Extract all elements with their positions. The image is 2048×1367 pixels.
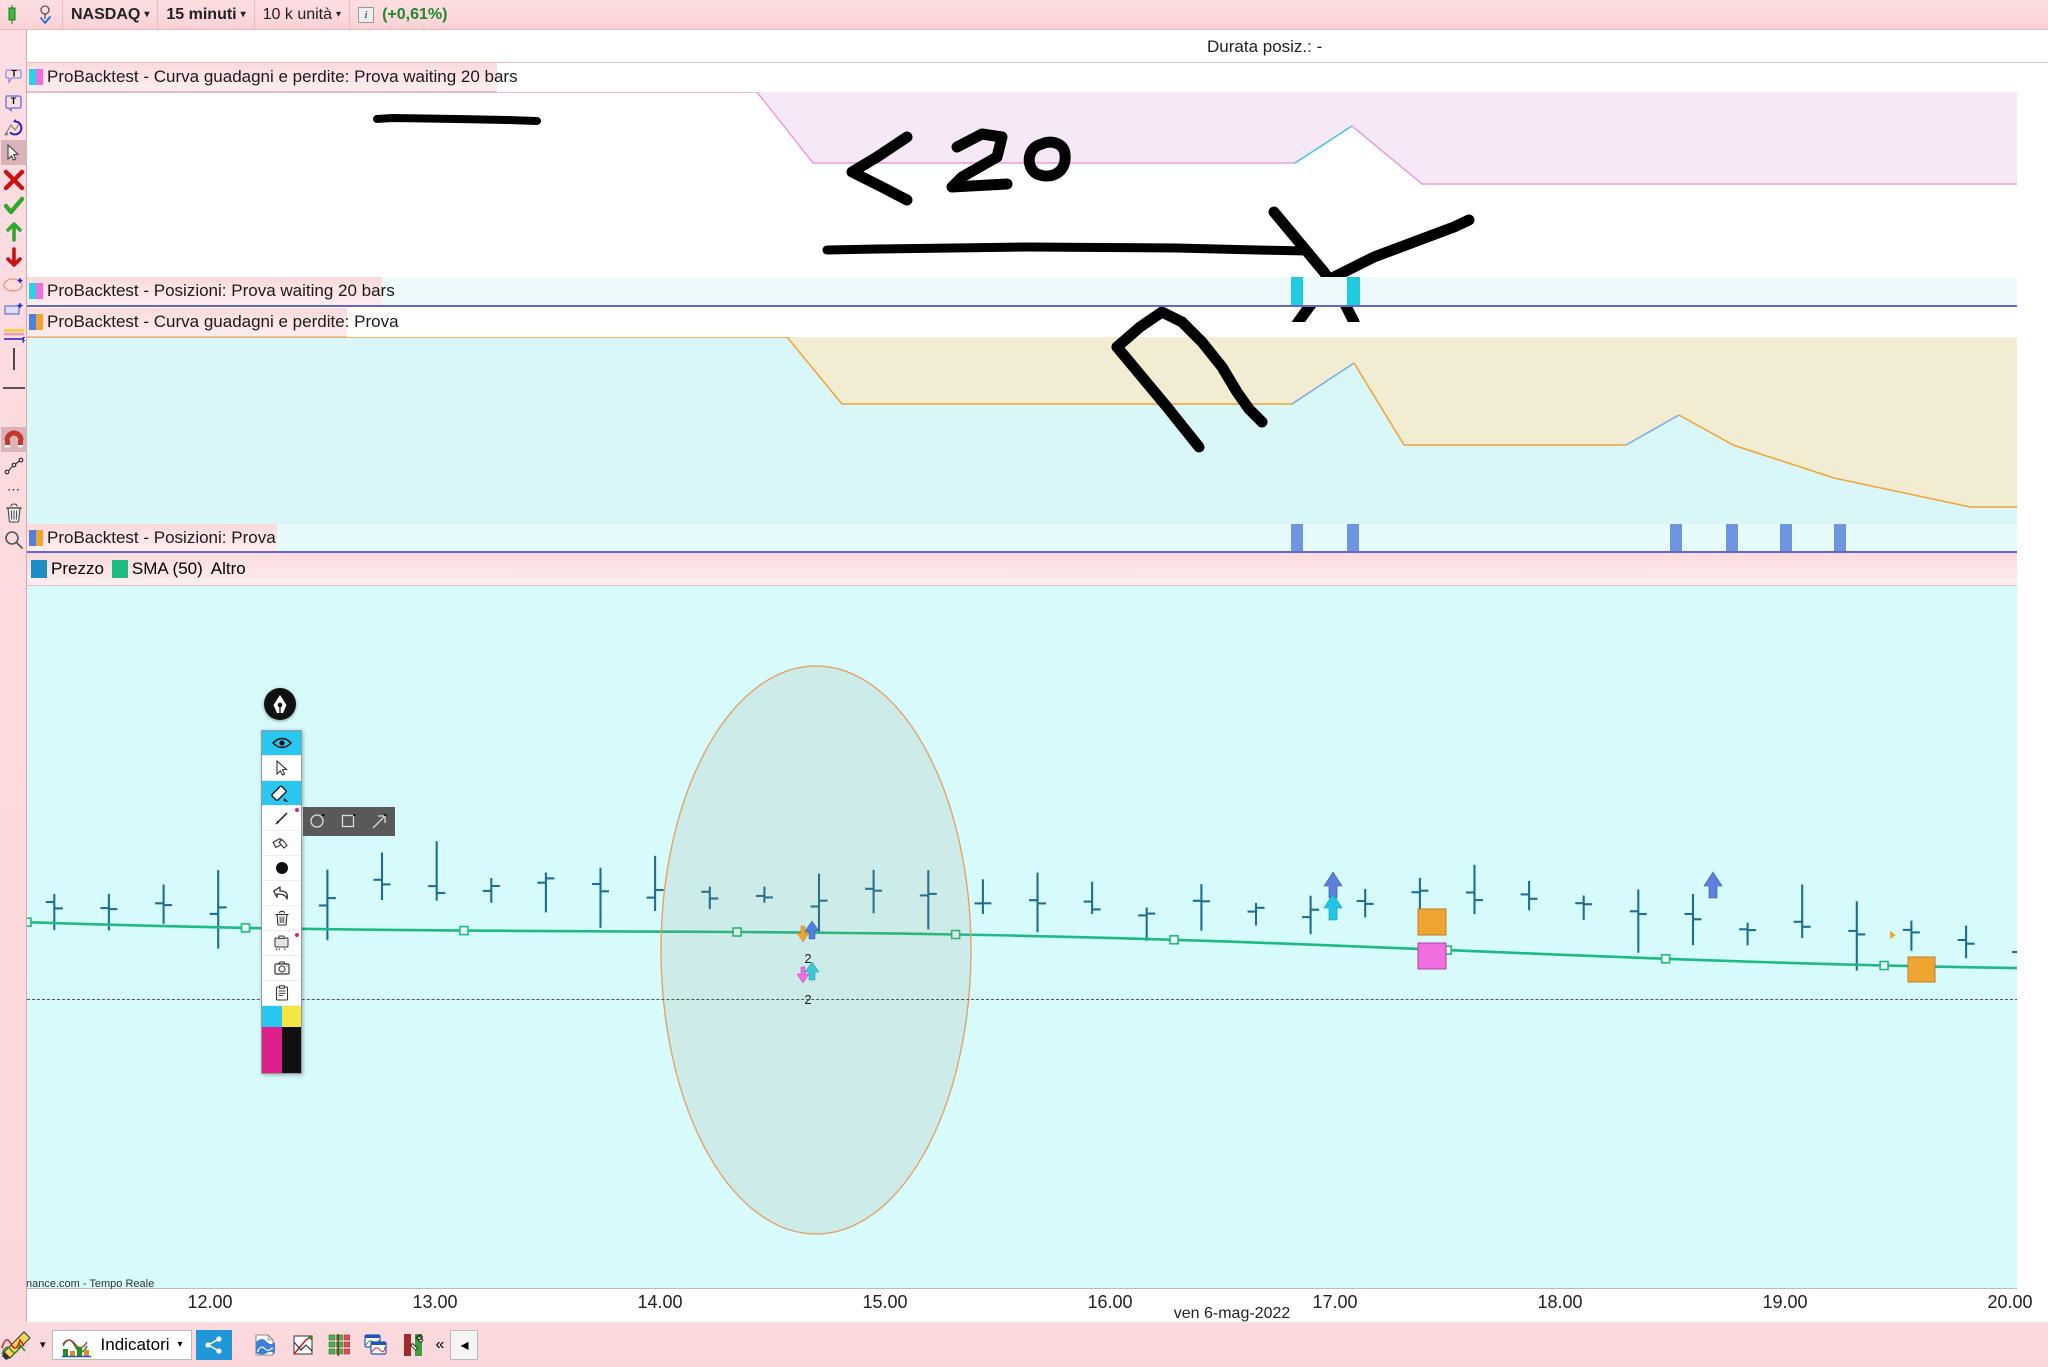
svg-text:2: 2 [804,992,811,1007]
svg-text:T: T [11,68,17,78]
svg-text:F: F [22,336,25,343]
svg-text:T: T [11,96,17,106]
